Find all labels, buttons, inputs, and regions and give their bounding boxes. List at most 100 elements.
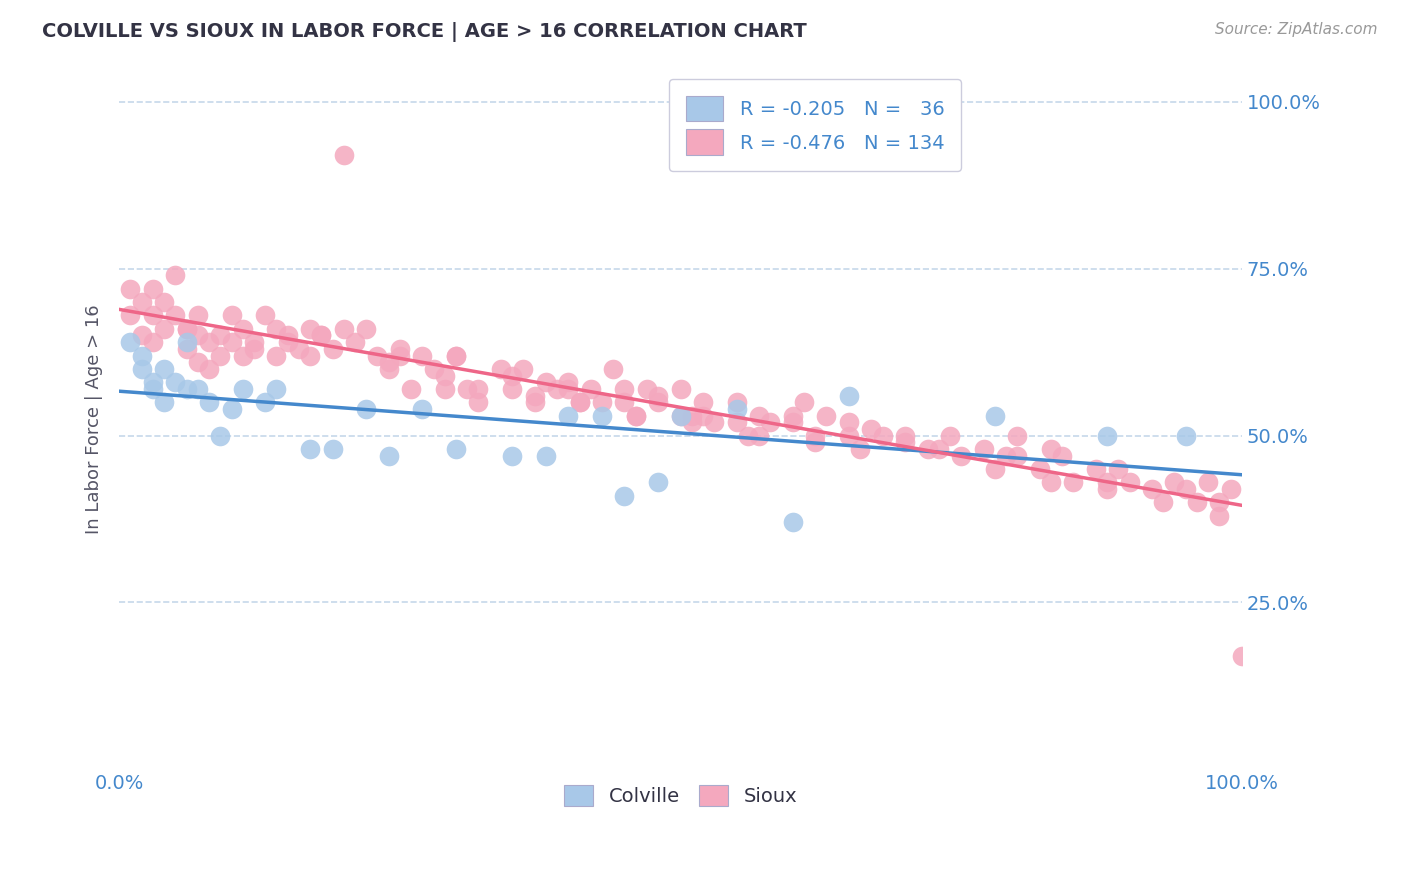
Point <box>444 349 467 363</box>
Point <box>950 449 973 463</box>
Point <box>613 382 636 396</box>
Point <box>838 428 860 442</box>
Point <box>534 375 557 389</box>
Point <box>703 415 725 429</box>
Point <box>725 401 748 416</box>
Point <box>153 322 176 336</box>
Point <box>254 395 277 409</box>
Point <box>838 415 860 429</box>
Point <box>1095 475 1118 490</box>
Point <box>411 349 433 363</box>
Point <box>1197 475 1219 490</box>
Point <box>1095 482 1118 496</box>
Point <box>1185 495 1208 509</box>
Point <box>388 342 411 356</box>
Point <box>995 449 1018 463</box>
Point <box>647 395 669 409</box>
Point <box>725 415 748 429</box>
Point <box>557 409 579 423</box>
Point <box>939 428 962 442</box>
Point <box>333 322 356 336</box>
Point <box>322 442 344 456</box>
Point <box>131 349 153 363</box>
Point <box>894 428 917 442</box>
Point <box>669 409 692 423</box>
Point <box>187 328 209 343</box>
Point <box>131 362 153 376</box>
Point <box>120 309 142 323</box>
Point <box>1208 495 1230 509</box>
Point <box>288 342 311 356</box>
Point <box>984 409 1007 423</box>
Point <box>221 309 243 323</box>
Point <box>243 335 266 350</box>
Point <box>928 442 950 456</box>
Point <box>142 335 165 350</box>
Point <box>142 375 165 389</box>
Point <box>232 382 254 396</box>
Point <box>153 362 176 376</box>
Point <box>759 415 782 429</box>
Point <box>176 335 198 350</box>
Point <box>277 328 299 343</box>
Point <box>333 148 356 162</box>
Point <box>647 475 669 490</box>
Point <box>872 428 894 442</box>
Point <box>782 415 804 429</box>
Point <box>221 401 243 416</box>
Point <box>501 449 523 463</box>
Point <box>512 362 534 376</box>
Point <box>1140 482 1163 496</box>
Point <box>165 375 187 389</box>
Point <box>1040 475 1063 490</box>
Point <box>568 395 591 409</box>
Point <box>692 395 714 409</box>
Point <box>1118 475 1140 490</box>
Point <box>399 382 422 396</box>
Point <box>546 382 568 396</box>
Point <box>209 328 232 343</box>
Point <box>681 409 703 423</box>
Point <box>1208 508 1230 523</box>
Point <box>557 375 579 389</box>
Point <box>782 516 804 530</box>
Point <box>299 349 322 363</box>
Point <box>534 449 557 463</box>
Point <box>266 382 288 396</box>
Point <box>860 422 883 436</box>
Point <box>602 362 624 376</box>
Point <box>254 309 277 323</box>
Point <box>422 362 444 376</box>
Point <box>782 409 804 423</box>
Point <box>142 309 165 323</box>
Point <box>1152 495 1174 509</box>
Point <box>501 382 523 396</box>
Point <box>354 322 377 336</box>
Point <box>176 342 198 356</box>
Text: COLVILLE VS SIOUX IN LABOR FORCE | AGE > 16 CORRELATION CHART: COLVILLE VS SIOUX IN LABOR FORCE | AGE >… <box>42 22 807 42</box>
Legend: Colville, Sioux: Colville, Sioux <box>554 775 807 815</box>
Point <box>232 322 254 336</box>
Point <box>221 335 243 350</box>
Point <box>591 395 613 409</box>
Point <box>243 342 266 356</box>
Point <box>232 349 254 363</box>
Point <box>165 309 187 323</box>
Point <box>849 442 872 456</box>
Point <box>1040 442 1063 456</box>
Point <box>669 409 692 423</box>
Point <box>366 349 388 363</box>
Point <box>1050 449 1073 463</box>
Point <box>1107 462 1129 476</box>
Point <box>793 395 815 409</box>
Point <box>187 382 209 396</box>
Point <box>120 282 142 296</box>
Point <box>377 355 399 369</box>
Y-axis label: In Labor Force | Age > 16: In Labor Force | Age > 16 <box>86 304 103 533</box>
Point <box>613 395 636 409</box>
Point <box>1007 449 1029 463</box>
Point <box>433 382 456 396</box>
Point <box>388 349 411 363</box>
Point <box>209 428 232 442</box>
Point <box>299 442 322 456</box>
